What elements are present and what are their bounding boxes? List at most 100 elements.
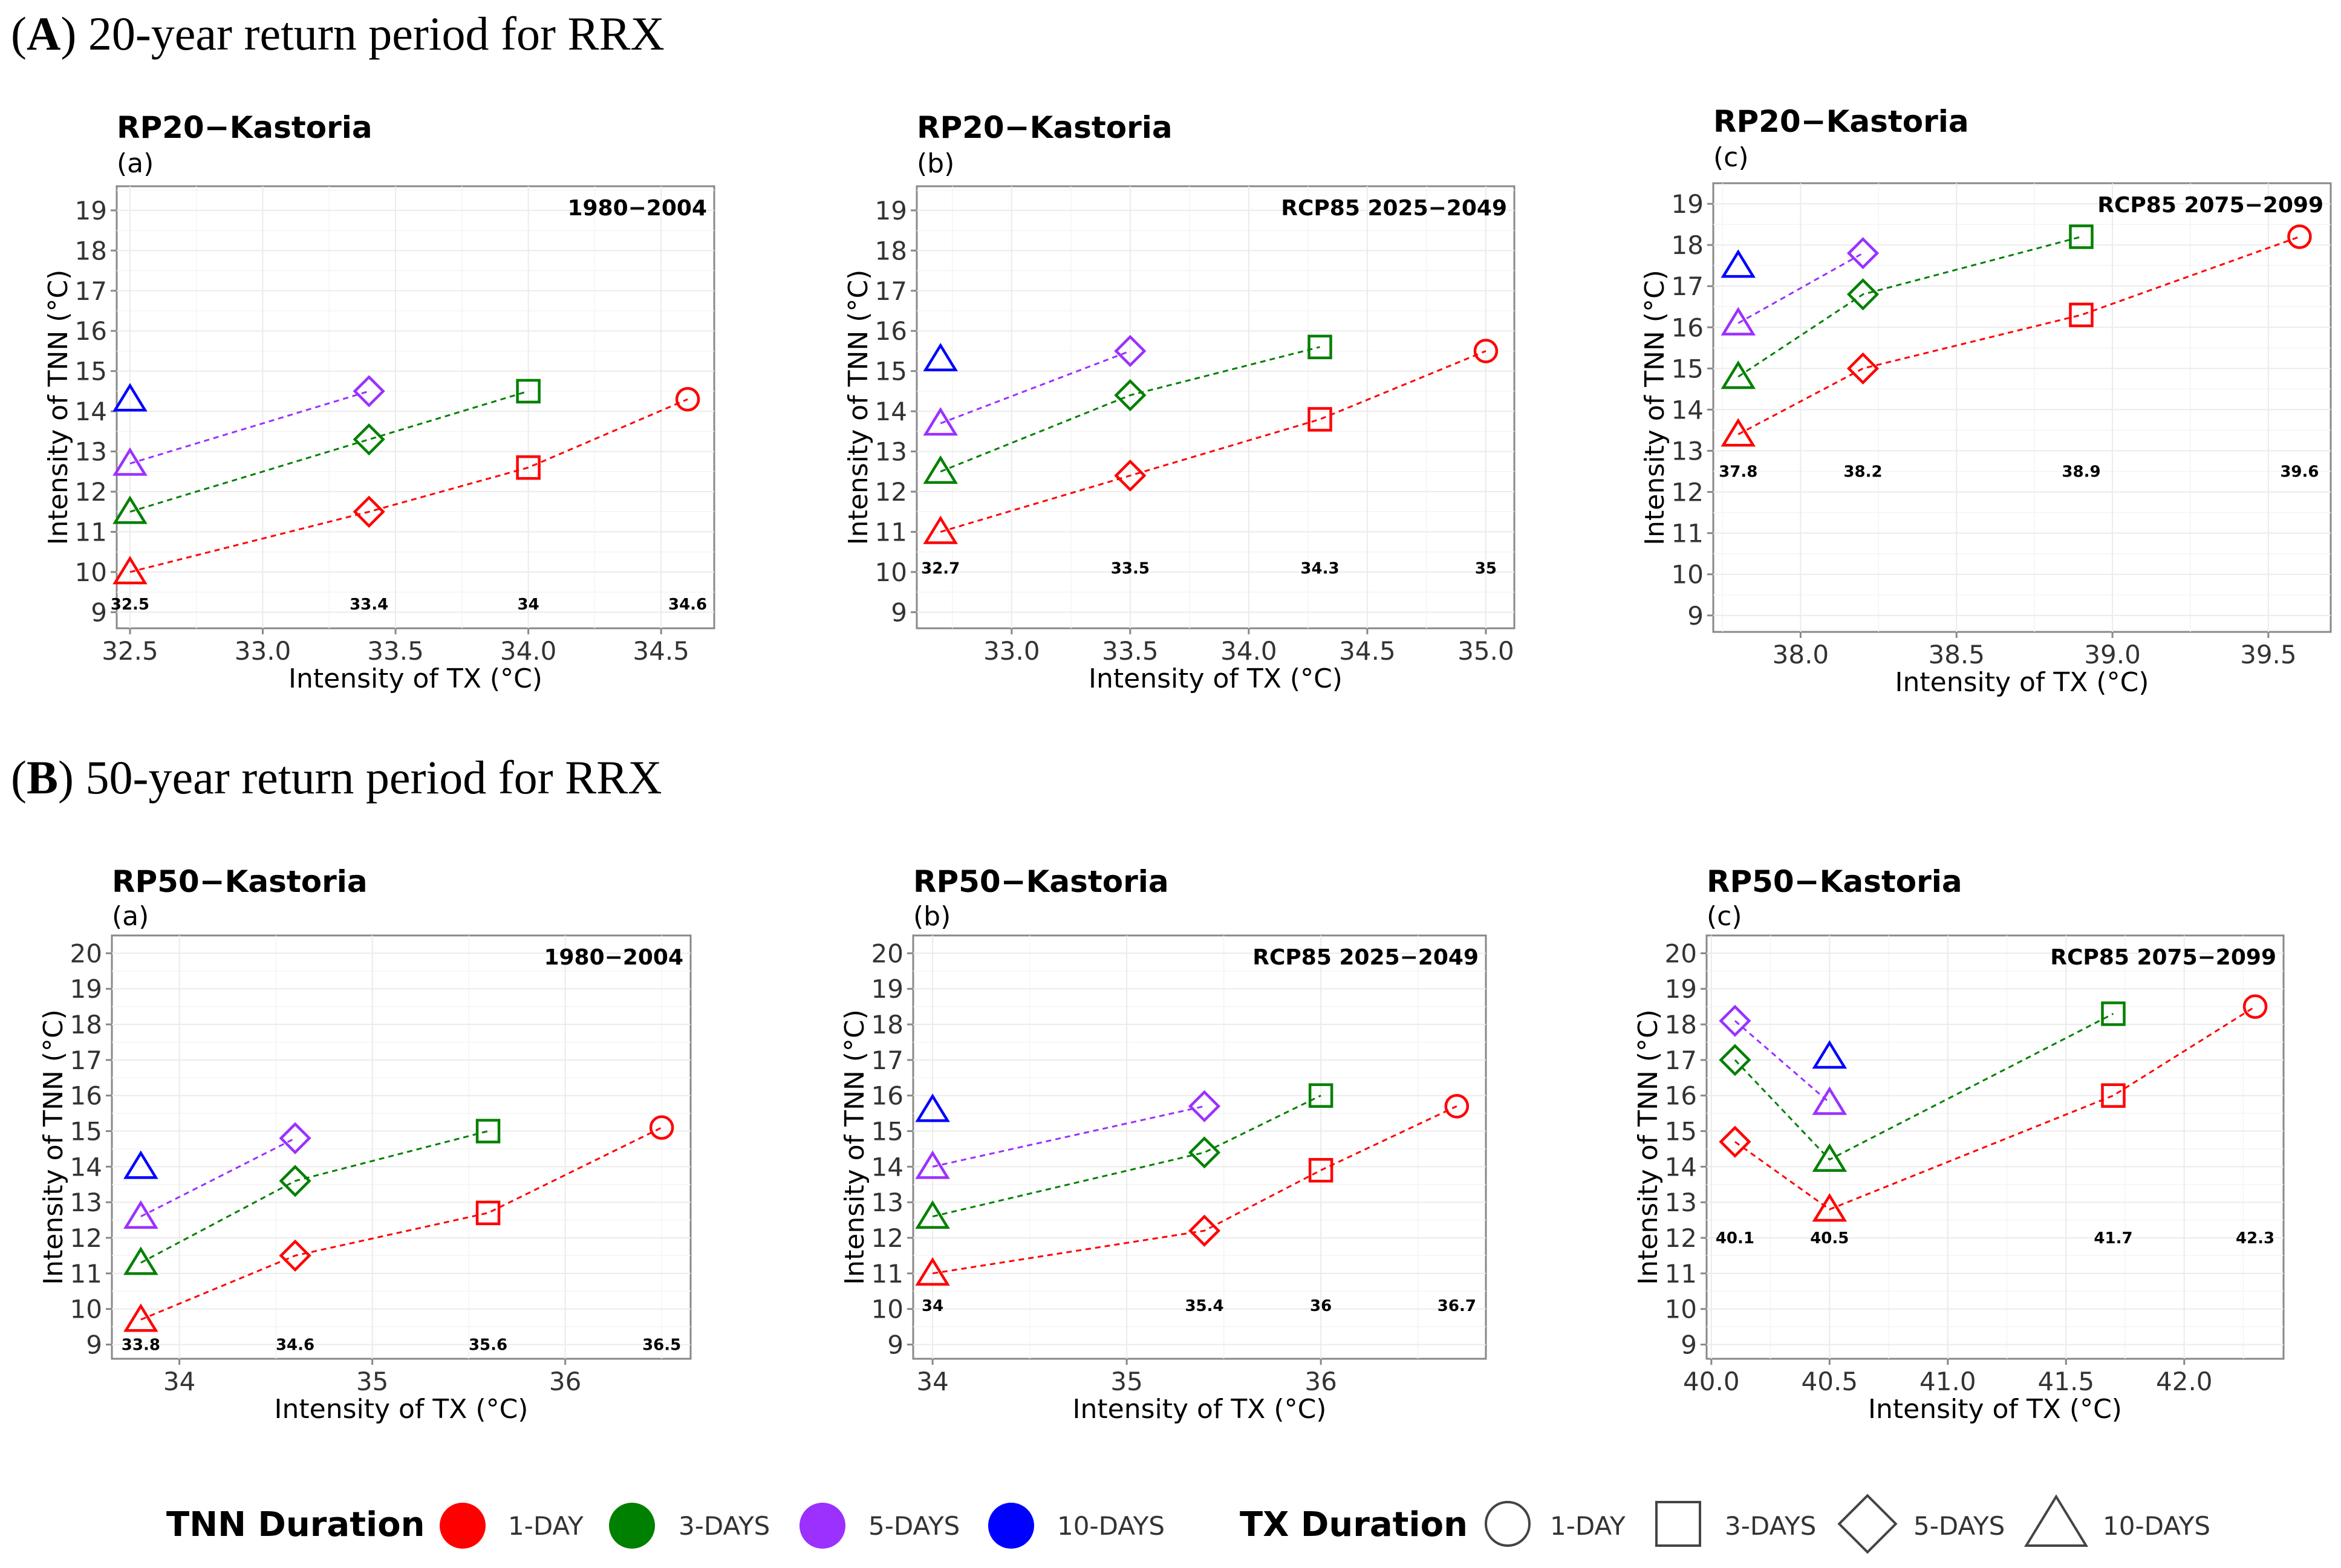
x-tick-label: 38.0	[1773, 640, 1829, 669]
tx-value-label: 34.3	[1300, 559, 1339, 577]
tx-value-label: 34.6	[276, 1336, 314, 1354]
x-tick-label: 39.0	[2084, 640, 2141, 669]
data-point-5-days-diamond	[1719, 1004, 1751, 1037]
tx-value-label: 35.4	[1185, 1297, 1223, 1315]
data-point-1-day-triangle	[123, 1303, 158, 1332]
data-point-10-days-triangle	[123, 1150, 158, 1179]
series-line-1-day	[1737, 236, 2300, 435]
x-axis-label: Intensity of TX (°C)	[1868, 1394, 2122, 1425]
x-tick-label: 35	[356, 1367, 388, 1396]
x-tick-label: 34.5	[633, 636, 689, 666]
y-tick-label: 16	[1672, 313, 1704, 342]
plot-area	[1705, 934, 2285, 1360]
y-tick-label: 17	[875, 276, 907, 306]
x-tick-label: 32.5	[102, 636, 158, 666]
tx-value-label: 36.7	[1437, 1297, 1476, 1315]
series-line-1-day	[1734, 1006, 2256, 1211]
series-line-5-days	[1734, 1020, 1831, 1104]
tx-value-label: 38.2	[1843, 463, 1882, 481]
chart-subtitle: (a)	[112, 901, 149, 932]
x-tick-label: 39.5	[2240, 640, 2297, 669]
chart-subtitle: (b)	[917, 148, 954, 179]
x-tick-label: 33.5	[367, 636, 424, 666]
legend-tx-label: 5-DAYS	[1913, 1511, 2005, 1541]
tx-value-label: 35.6	[469, 1336, 507, 1354]
y-tick-label: 10	[875, 558, 907, 587]
x-axis-label: Intensity of TX (°C)	[288, 663, 542, 694]
section-text-b: 50-year return period for RRX	[86, 751, 662, 804]
x-tick-label: 33.0	[235, 636, 291, 666]
tx-value-label: 34	[518, 596, 539, 614]
section-letter-b: B	[27, 751, 58, 804]
section-heading-a: (A) 20-year return period for RRX	[11, 7, 665, 60]
data-point-1-day-square	[516, 455, 541, 480]
x-axis-label: Intensity of TX (°C)	[275, 1394, 529, 1425]
legend-tx-symbol-diamond	[1837, 1494, 1898, 1554]
x-tick-label: 36	[1304, 1367, 1337, 1396]
y-tick-label: 12	[75, 477, 107, 507]
y-tick-label: 17	[1665, 1046, 1697, 1075]
y-tick-label: 11	[871, 1259, 904, 1289]
y-tick-label: 9	[86, 1330, 102, 1359]
period-label: RCP85 2025−2049	[1281, 196, 1507, 221]
legend-tx-label: 3-DAYS	[1725, 1511, 1816, 1541]
data-point-3-days-triangle	[112, 495, 148, 524]
legend-tnn-swatch-1-day	[440, 1503, 486, 1549]
tx-value-label: 32.5	[111, 596, 149, 614]
y-axis-label: Intensity of TNN (°C)	[843, 270, 874, 545]
y-tick-label: 11	[75, 518, 107, 547]
data-point-1-day-circle	[2287, 224, 2312, 249]
tx-value-label: 34	[922, 1297, 943, 1315]
panels: RP20−Kastoria(a)32.5 33.0 33.5 34.0 34.59101…	[38, 104, 2332, 1425]
y-tick-label: 13	[1665, 1188, 1697, 1217]
y-axis-label: Intensity of TNN (°C)	[38, 1009, 69, 1285]
x-tick-label: 36	[549, 1367, 581, 1396]
data-point-3-days-square	[516, 379, 541, 404]
series-line-3-days	[940, 346, 1320, 473]
legend-tx-label: 1-DAY	[1550, 1511, 1626, 1541]
y-axis-label: Intensity of TNN (°C)	[43, 270, 74, 545]
x-axis-label: Intensity of TX (°C)	[1089, 663, 1343, 694]
series-line-3-days	[140, 1130, 489, 1264]
y-tick-label: 17	[70, 1046, 102, 1075]
y-tick-label: 11	[70, 1259, 102, 1289]
y-tick-label: 12	[70, 1223, 102, 1253]
plot-area	[916, 185, 1516, 629]
data-point-3-days-diamond	[1719, 1044, 1751, 1076]
tx-value-label: 42.3	[2236, 1229, 2274, 1248]
x-tick-label: 33.0	[983, 636, 1040, 666]
y-tick-label: 14	[871, 1152, 904, 1182]
data-point-1-day-diamond	[353, 495, 385, 528]
y-tick-label: 10	[75, 558, 107, 587]
data-point-3-days-square	[2069, 224, 2094, 249]
legend: TNN Duration 1-DAY 3-DAYS 5-DAYS 10-DAYS TX…	[166, 1494, 2210, 1554]
data-point-1-day-triangle	[915, 1257, 950, 1286]
y-tick-label: 12	[1665, 1223, 1697, 1253]
y-tick-label: 17	[1672, 272, 1704, 301]
y-tick-label: 13	[1672, 436, 1704, 466]
chart-panel: RP50−Kastoria(b) 34 35 36 9 10 11 12 13 14 15 16 17 1…	[839, 864, 1487, 1425]
tx-value-label: 33.5	[1111, 559, 1150, 577]
x-tick-label: 34	[163, 1367, 195, 1396]
y-tick-label: 19	[1665, 974, 1697, 1004]
tx-value-label: 34.6	[668, 596, 707, 614]
legend-tx-symbol-square	[1655, 1501, 1701, 1547]
data-point-5-days-triangle	[1812, 1086, 1848, 1115]
data-point-5-days-triangle	[915, 1150, 950, 1179]
data-point-10-days-triangle	[923, 342, 958, 372]
data-point-3-days-triangle	[915, 1200, 950, 1229]
data-point-1-day-diamond	[279, 1239, 311, 1272]
period-label: RCP85 2075−2099	[2097, 193, 2323, 218]
series-line-5-days	[129, 390, 370, 464]
data-point-5-days-triangle	[923, 407, 958, 436]
period-label: 1980−2004	[567, 196, 707, 221]
y-tick-label: 10	[1665, 1295, 1697, 1324]
y-tick-label: 12	[1672, 478, 1704, 507]
series-line-1-day	[940, 350, 1486, 533]
y-tick-label: 16	[1665, 1081, 1697, 1111]
data-point-1-day-square	[1307, 407, 1332, 432]
plot-area	[116, 185, 715, 629]
data-point-5-days-diamond	[353, 375, 385, 408]
data-point-3-days-triangle	[123, 1246, 158, 1275]
legend-tnn-label: 10-DAYS	[1057, 1511, 1165, 1541]
